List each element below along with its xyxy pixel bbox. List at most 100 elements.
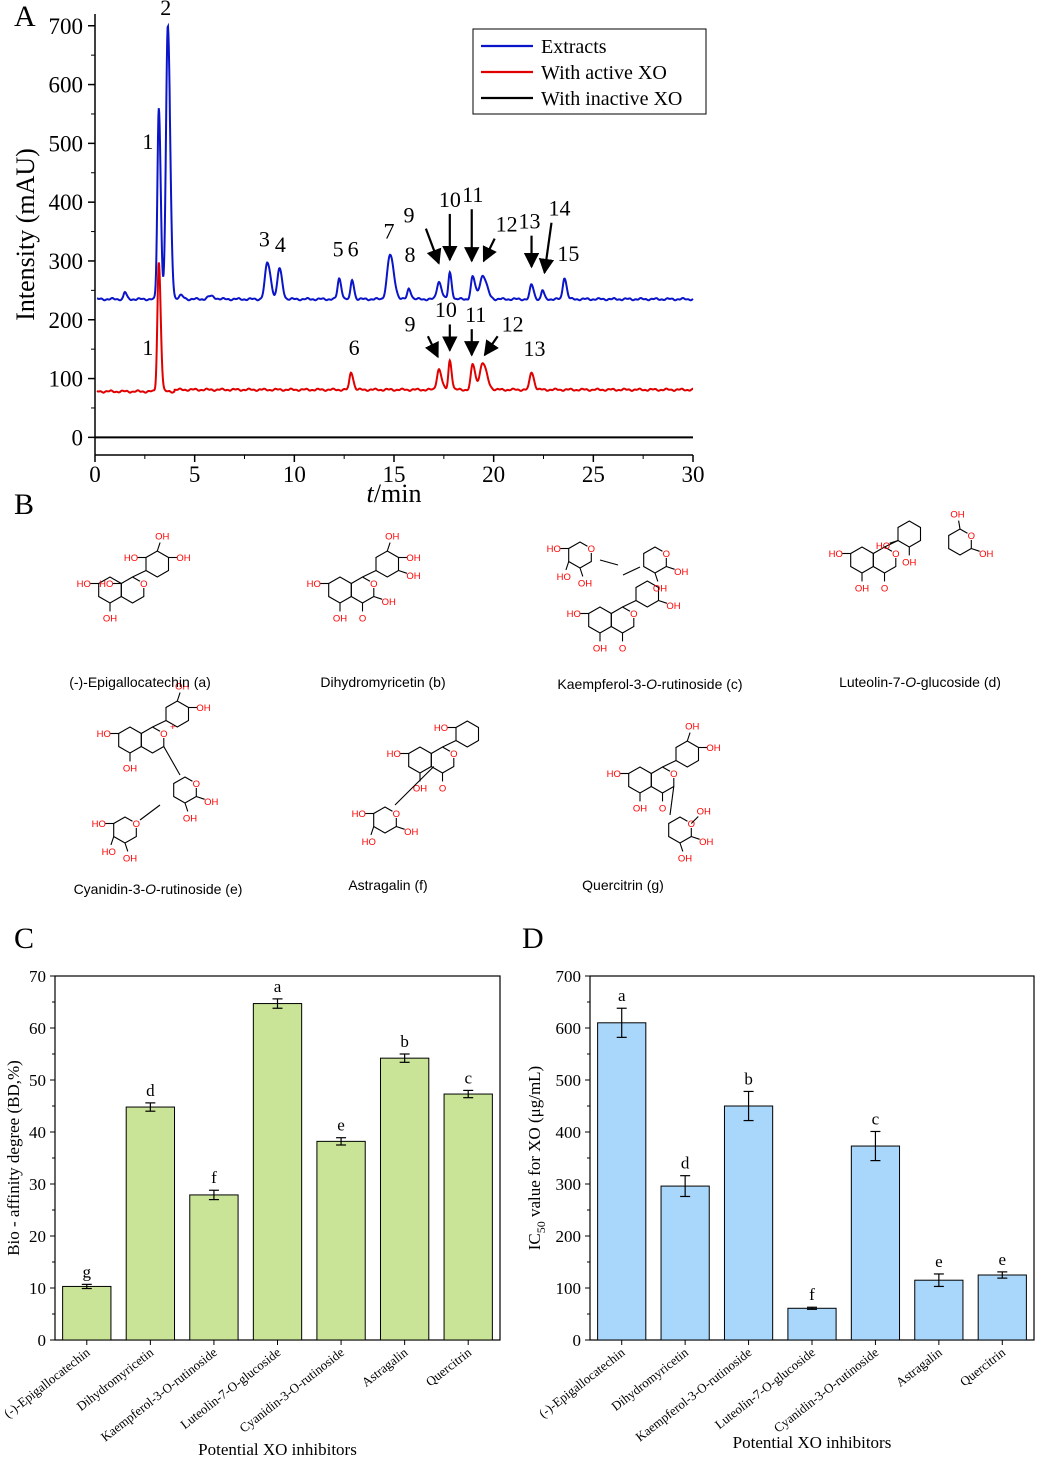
y-tick-label: 400 bbox=[556, 1123, 582, 1142]
atom-label: OH bbox=[333, 614, 347, 625]
bond bbox=[370, 826, 375, 836]
bar bbox=[443, 1093, 493, 1341]
x-axis-title: t/min bbox=[367, 479, 422, 508]
ring-oxygen: O bbox=[450, 749, 457, 760]
atom-label: O bbox=[881, 584, 888, 595]
atom-label: HO bbox=[102, 847, 116, 858]
bond bbox=[686, 732, 691, 742]
peak-label: 1 bbox=[142, 129, 153, 154]
ring-oxygen-mask bbox=[449, 749, 459, 758]
compound-name-g: Quercitrin (g) bbox=[582, 877, 664, 893]
atom-label: OH bbox=[103, 614, 117, 625]
significance-letter: f bbox=[809, 1285, 815, 1304]
atom-label: + bbox=[170, 722, 176, 733]
y-tick-label: 700 bbox=[49, 14, 84, 39]
atom-label: OH bbox=[382, 597, 396, 608]
x-tick-label: 5 bbox=[189, 462, 201, 487]
bond bbox=[163, 746, 181, 776]
significance-letter: d bbox=[146, 1081, 155, 1100]
ring bbox=[118, 726, 142, 754]
ring bbox=[408, 746, 432, 774]
atom-label: OH bbox=[653, 584, 667, 595]
peak-label: 2 bbox=[160, 0, 171, 20]
ring-oxygen: O bbox=[663, 549, 670, 560]
bond bbox=[669, 786, 675, 816]
bond bbox=[662, 760, 677, 768]
bond bbox=[690, 816, 699, 824]
ring-oxygen-mask bbox=[131, 819, 141, 828]
bond bbox=[396, 825, 405, 830]
significance-letter: b bbox=[744, 1069, 753, 1088]
bar bbox=[914, 1279, 964, 1341]
atom-label: OH bbox=[678, 854, 692, 865]
y-tick-label: 600 bbox=[556, 1019, 582, 1038]
ring-oxygen-mask bbox=[369, 579, 379, 588]
peak-label: 6 bbox=[349, 335, 360, 360]
ring-oxygen: O bbox=[630, 609, 637, 620]
bond bbox=[196, 795, 205, 800]
y-tick-label: 500 bbox=[49, 131, 84, 156]
bond bbox=[152, 720, 167, 728]
peak-label: 1 bbox=[142, 335, 153, 360]
bar bbox=[787, 1307, 837, 1341]
y-tick-label: 50 bbox=[29, 1071, 46, 1090]
bar bbox=[62, 1285, 112, 1341]
peak-label: 11 bbox=[462, 182, 483, 207]
peak-label: 4 bbox=[275, 232, 286, 257]
y-tick-label: 500 bbox=[556, 1071, 582, 1090]
ring bbox=[675, 740, 700, 768]
bar bbox=[125, 1106, 176, 1341]
ring-oxygen-mask bbox=[669, 769, 679, 778]
atom-label: OH bbox=[697, 807, 711, 818]
ring-oxygen-mask bbox=[139, 579, 149, 588]
legend-label: Extracts bbox=[541, 36, 607, 58]
atom-label: O bbox=[659, 804, 666, 815]
bond bbox=[958, 520, 961, 530]
legend-label: With inactive XO bbox=[541, 88, 682, 110]
ring-oxygen: O bbox=[133, 819, 140, 830]
atom-label: HO bbox=[124, 553, 138, 564]
peak-label: 15 bbox=[557, 241, 579, 266]
ring-oxygen-mask bbox=[629, 609, 639, 618]
peak-label: 9 bbox=[404, 312, 415, 337]
ring bbox=[588, 606, 612, 634]
bond bbox=[132, 570, 147, 578]
y-axis-title: Intensity (mAU) bbox=[11, 148, 40, 321]
significance-letter: e bbox=[935, 1252, 943, 1271]
x-tick-label: Quercitrin bbox=[957, 1344, 1009, 1389]
compound-name-f: Astragalin (f) bbox=[348, 877, 428, 893]
y-tick-label: 300 bbox=[556, 1175, 582, 1194]
peak-arrow bbox=[538, 222, 555, 275]
bond bbox=[156, 542, 161, 552]
atom-label: O bbox=[619, 644, 626, 655]
peak-arrow bbox=[482, 238, 497, 263]
peak-arrow bbox=[483, 335, 499, 357]
atom-label: OH bbox=[666, 601, 680, 612]
atom-label: HO bbox=[92, 819, 106, 830]
y-tick-label: 100 bbox=[556, 1279, 582, 1298]
y-tick-label: 20 bbox=[29, 1227, 46, 1246]
atom-label: HO bbox=[307, 579, 321, 590]
atom-label: OH bbox=[204, 797, 218, 808]
significance-letter: c bbox=[464, 1068, 472, 1087]
atom-label: HO bbox=[99, 579, 113, 590]
x-tick-label: 20 bbox=[482, 462, 505, 487]
bar bbox=[597, 1022, 647, 1341]
ring bbox=[897, 520, 922, 548]
peak-label: 14 bbox=[548, 196, 570, 221]
x-axis-title: Potential XO inhibitors bbox=[733, 1433, 892, 1452]
x-tick-label: 0 bbox=[89, 462, 101, 487]
y-tick-label: 0 bbox=[72, 425, 84, 450]
atom-label: HO bbox=[352, 809, 366, 820]
compound-name-a: (-)-Epigallocatechin (a) bbox=[69, 674, 211, 690]
panel-c-letter: C bbox=[14, 922, 35, 955]
compound-name-b: Dihydromyricetin (b) bbox=[320, 674, 446, 690]
ring bbox=[328, 576, 352, 604]
panel-d-letter: D bbox=[522, 922, 544, 955]
significance-letter: f bbox=[211, 1168, 217, 1187]
y-tick-label: 600 bbox=[49, 73, 84, 98]
ring bbox=[145, 550, 170, 578]
bar bbox=[189, 1194, 239, 1341]
ring-oxygen: O bbox=[140, 579, 147, 590]
atom-label: OH bbox=[902, 558, 916, 569]
